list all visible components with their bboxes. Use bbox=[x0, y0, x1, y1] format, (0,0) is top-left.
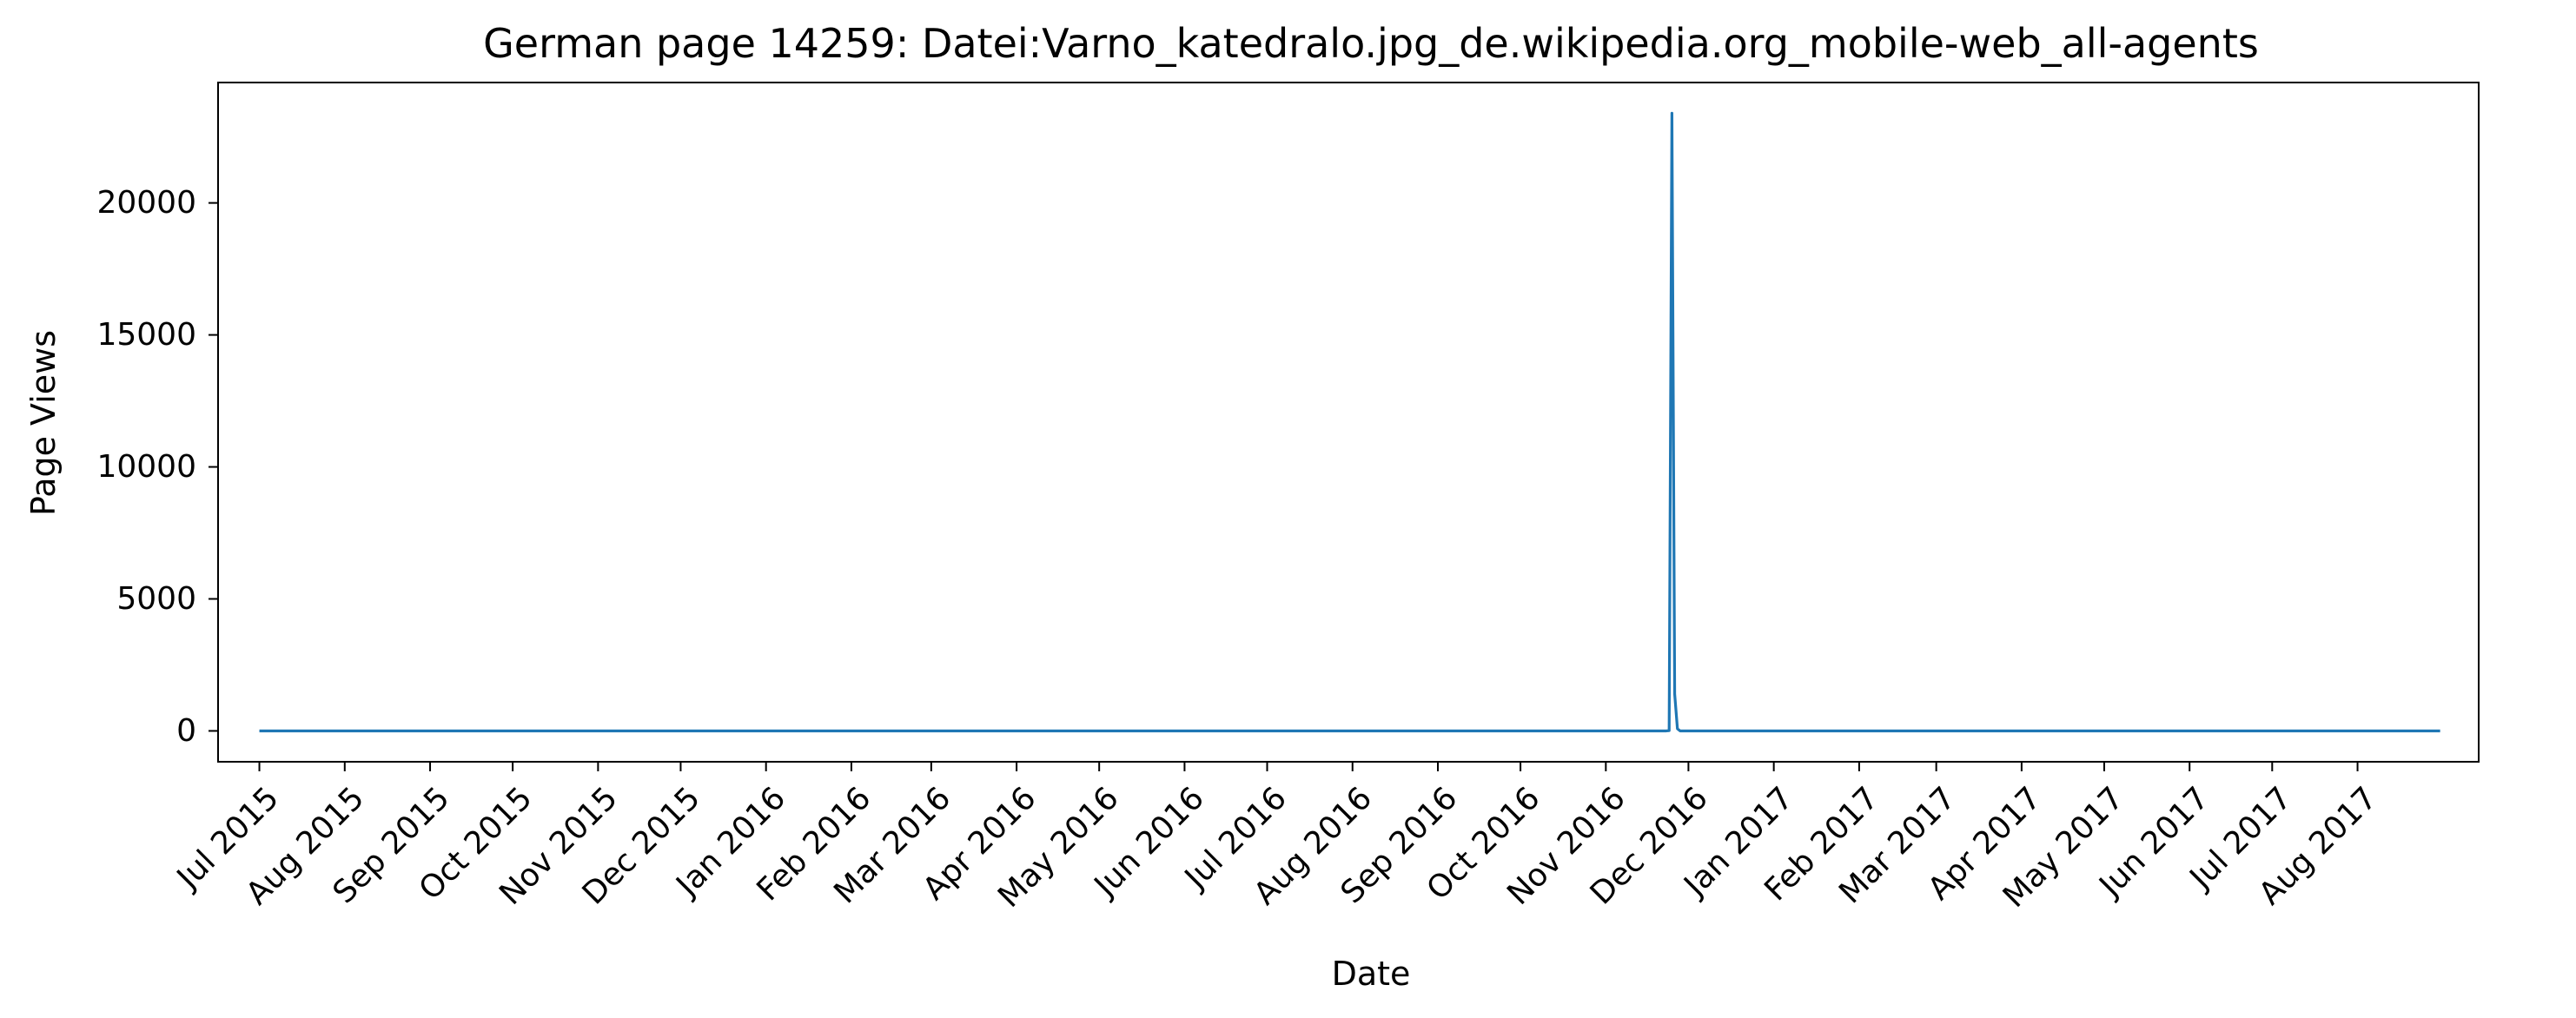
y-tick-label: 5000 bbox=[116, 581, 196, 617]
series-line-0 bbox=[259, 111, 2440, 733]
plot-area bbox=[259, 111, 2440, 733]
y-tick-label: 0 bbox=[176, 713, 196, 749]
chart-title: German page 14259: Datei:Varno_katedralo… bbox=[483, 20, 2259, 67]
x-axis-label: Date bbox=[1332, 955, 1411, 993]
y-axis-label: Page Views bbox=[24, 330, 63, 516]
y-tick-label: 10000 bbox=[96, 449, 196, 485]
y-tick-label: 20000 bbox=[96, 185, 196, 221]
y-tick-label: 15000 bbox=[96, 317, 196, 353]
y-axis: 0 5000 10000 15000 20000 bbox=[96, 185, 218, 749]
plot-frame bbox=[217, 82, 2480, 763]
